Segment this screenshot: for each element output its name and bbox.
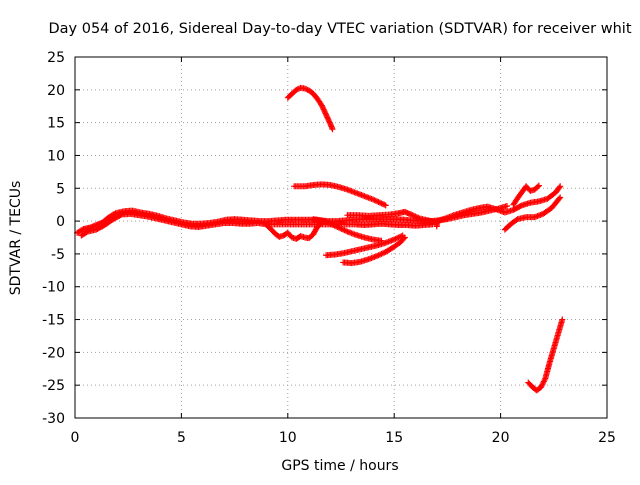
data-point — [321, 107, 328, 114]
y-tick-label: -15 — [42, 313, 65, 329]
x-tick-label: 0 — [71, 430, 80, 446]
data-point — [433, 223, 440, 230]
data-point — [556, 195, 563, 202]
series-mid-upper — [291, 181, 389, 209]
data-point — [534, 183, 541, 190]
x-tick-label: 10 — [279, 430, 297, 446]
series-dip-nine — [263, 220, 325, 242]
data-point — [324, 114, 331, 121]
x-axis-label: GPS time / hours — [281, 458, 398, 474]
y-tick-label: -25 — [42, 378, 65, 394]
data-point — [83, 229, 90, 236]
y-tick-label: 5 — [56, 181, 65, 197]
data-point — [559, 316, 566, 323]
x-tick-label: 20 — [492, 430, 510, 446]
series-lower-arc-2 — [340, 234, 408, 267]
data-point — [326, 119, 333, 126]
y-tick-label: 25 — [47, 50, 65, 66]
data-point — [117, 212, 124, 219]
data-point — [323, 113, 330, 120]
tick-layer: 0 5 10 15 20 25 -30 -25 -20 -15 -10 -5 0 5 10 15 20 25 — [42, 50, 616, 446]
chart-title: Day 054 of 2016, Sidereal Day-to-day VTE… — [48, 21, 631, 37]
data-point — [320, 105, 327, 112]
series-tick-twentyone — [510, 182, 542, 208]
plot-frame — [74, 56, 608, 419]
x-tick-label: 5 — [177, 430, 186, 446]
y-tick-label: -5 — [51, 247, 65, 263]
series-block-fifteen — [344, 208, 440, 230]
data-point — [382, 202, 389, 209]
data-point — [323, 111, 330, 118]
data-point — [329, 126, 336, 133]
data-point — [557, 194, 564, 201]
data-point — [513, 217, 520, 224]
data-point — [326, 118, 333, 125]
y-axis-label: SDTVAR / TECUs — [8, 181, 24, 296]
data-point — [318, 102, 325, 109]
data-point — [503, 202, 510, 209]
x-tick-label: 15 — [385, 430, 403, 446]
data-point — [319, 103, 326, 110]
data-point — [322, 110, 329, 117]
x-tick-label: 25 — [598, 430, 616, 446]
series-arc-top — [284, 84, 336, 133]
data-point — [320, 106, 327, 113]
series-lower-arc — [323, 232, 406, 259]
y-tick-label: -10 — [42, 280, 65, 296]
series-base-band — [74, 202, 510, 236]
data-point — [321, 109, 328, 116]
y-tick-label: 15 — [47, 116, 65, 132]
data-point — [325, 117, 332, 124]
data-point — [400, 235, 407, 242]
y-tick-label: 20 — [47, 83, 65, 99]
data-point — [535, 182, 542, 189]
series-rise-nineteen — [433, 183, 564, 225]
data-point — [517, 202, 524, 209]
data-layer — [74, 84, 566, 394]
grid — [75, 57, 607, 418]
data-point — [401, 234, 408, 241]
y-tick-label: -30 — [42, 411, 65, 427]
y-tick-label: 0 — [56, 214, 65, 230]
series-hook-bottom — [525, 316, 566, 394]
series-rise-twenty — [501, 194, 564, 233]
data-point — [324, 115, 331, 122]
data-point — [557, 183, 564, 190]
y-tick-label: 10 — [47, 148, 65, 164]
data-point — [556, 184, 563, 191]
y-tick-label: -20 — [42, 345, 65, 361]
